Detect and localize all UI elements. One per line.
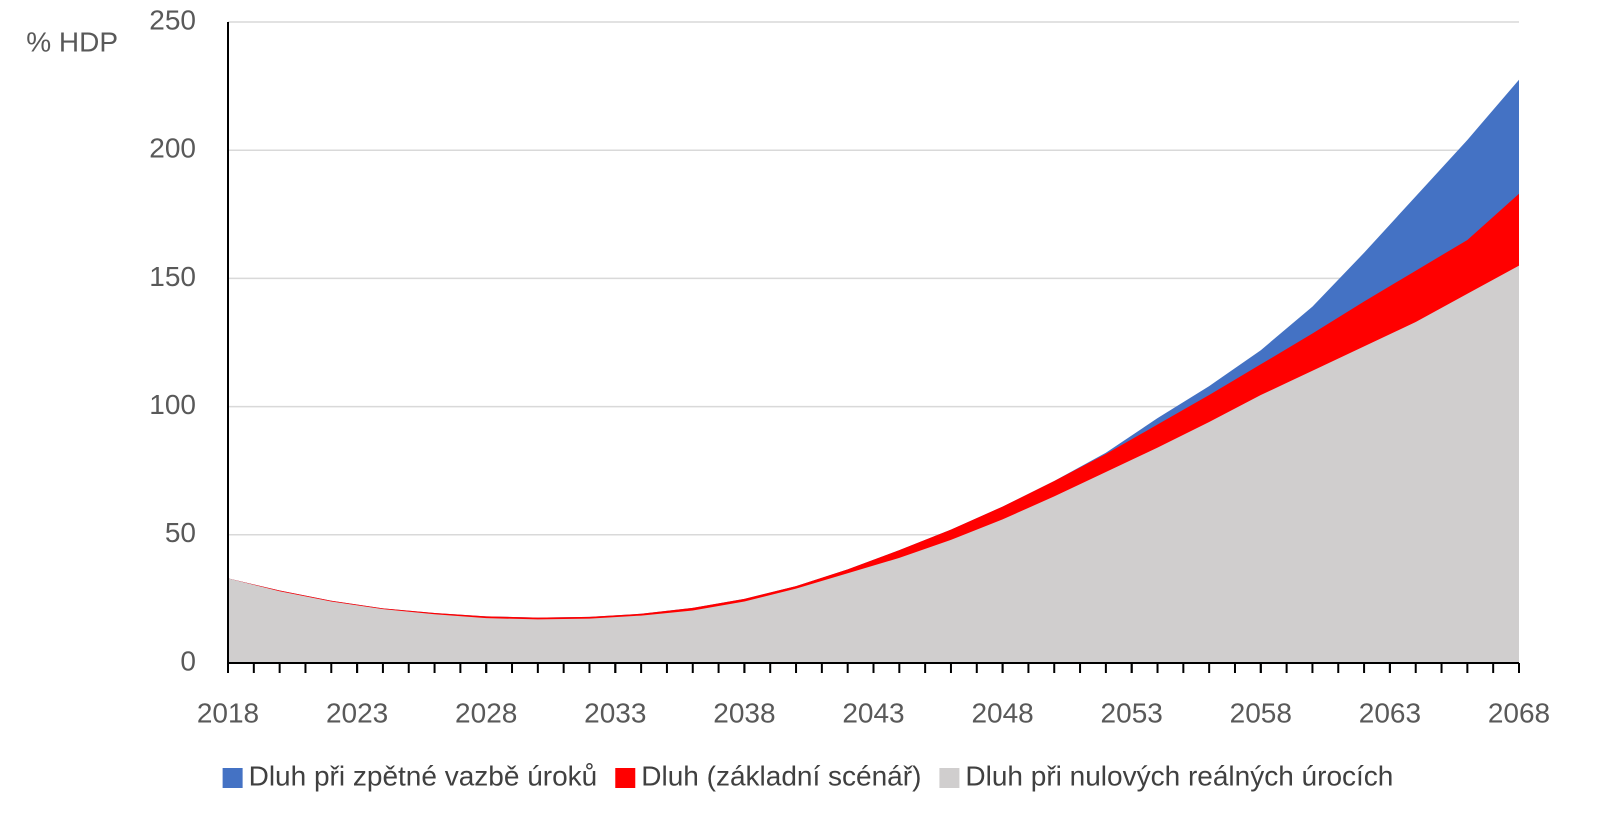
- legend-swatch: [939, 768, 960, 788]
- y-tick-label: 150: [149, 261, 196, 292]
- y-tick-label: 0: [180, 645, 196, 676]
- x-tick-label: 2053: [1101, 697, 1163, 728]
- x-tick-label: 2068: [1488, 697, 1550, 728]
- legend-swatch: [222, 768, 243, 788]
- x-tick-label: 2033: [584, 697, 646, 728]
- x-tick-label: 2038: [713, 697, 775, 728]
- legend-label: Dluh při nulových reálných úrocích: [965, 760, 1393, 791]
- legend-swatch: [615, 768, 636, 788]
- x-tick-label: 2058: [1230, 697, 1292, 728]
- x-tick-label: 2048: [971, 697, 1033, 728]
- x-tick-label: 2028: [455, 697, 517, 728]
- y-tick-label: 100: [149, 389, 196, 420]
- legend-label: Dluh při zpětné vazbě úroků: [249, 760, 598, 791]
- y-tick-label: 200: [149, 133, 196, 164]
- y-tick-label: 50: [165, 517, 196, 548]
- x-tick-label: 2018: [197, 697, 259, 728]
- x-tick-label: 2063: [1359, 697, 1421, 728]
- legend-label: Dluh (základní scénář): [641, 760, 921, 791]
- y-tick-label: 250: [149, 4, 196, 35]
- legend: Dluh při zpětné vazbě úroků Dluh (základn…: [222, 760, 1393, 791]
- area: [228, 265, 1519, 663]
- y-axis-label: % HDP: [26, 26, 118, 57]
- x-tick-label: 2023: [326, 697, 388, 728]
- x-tick-label: 2043: [842, 697, 904, 728]
